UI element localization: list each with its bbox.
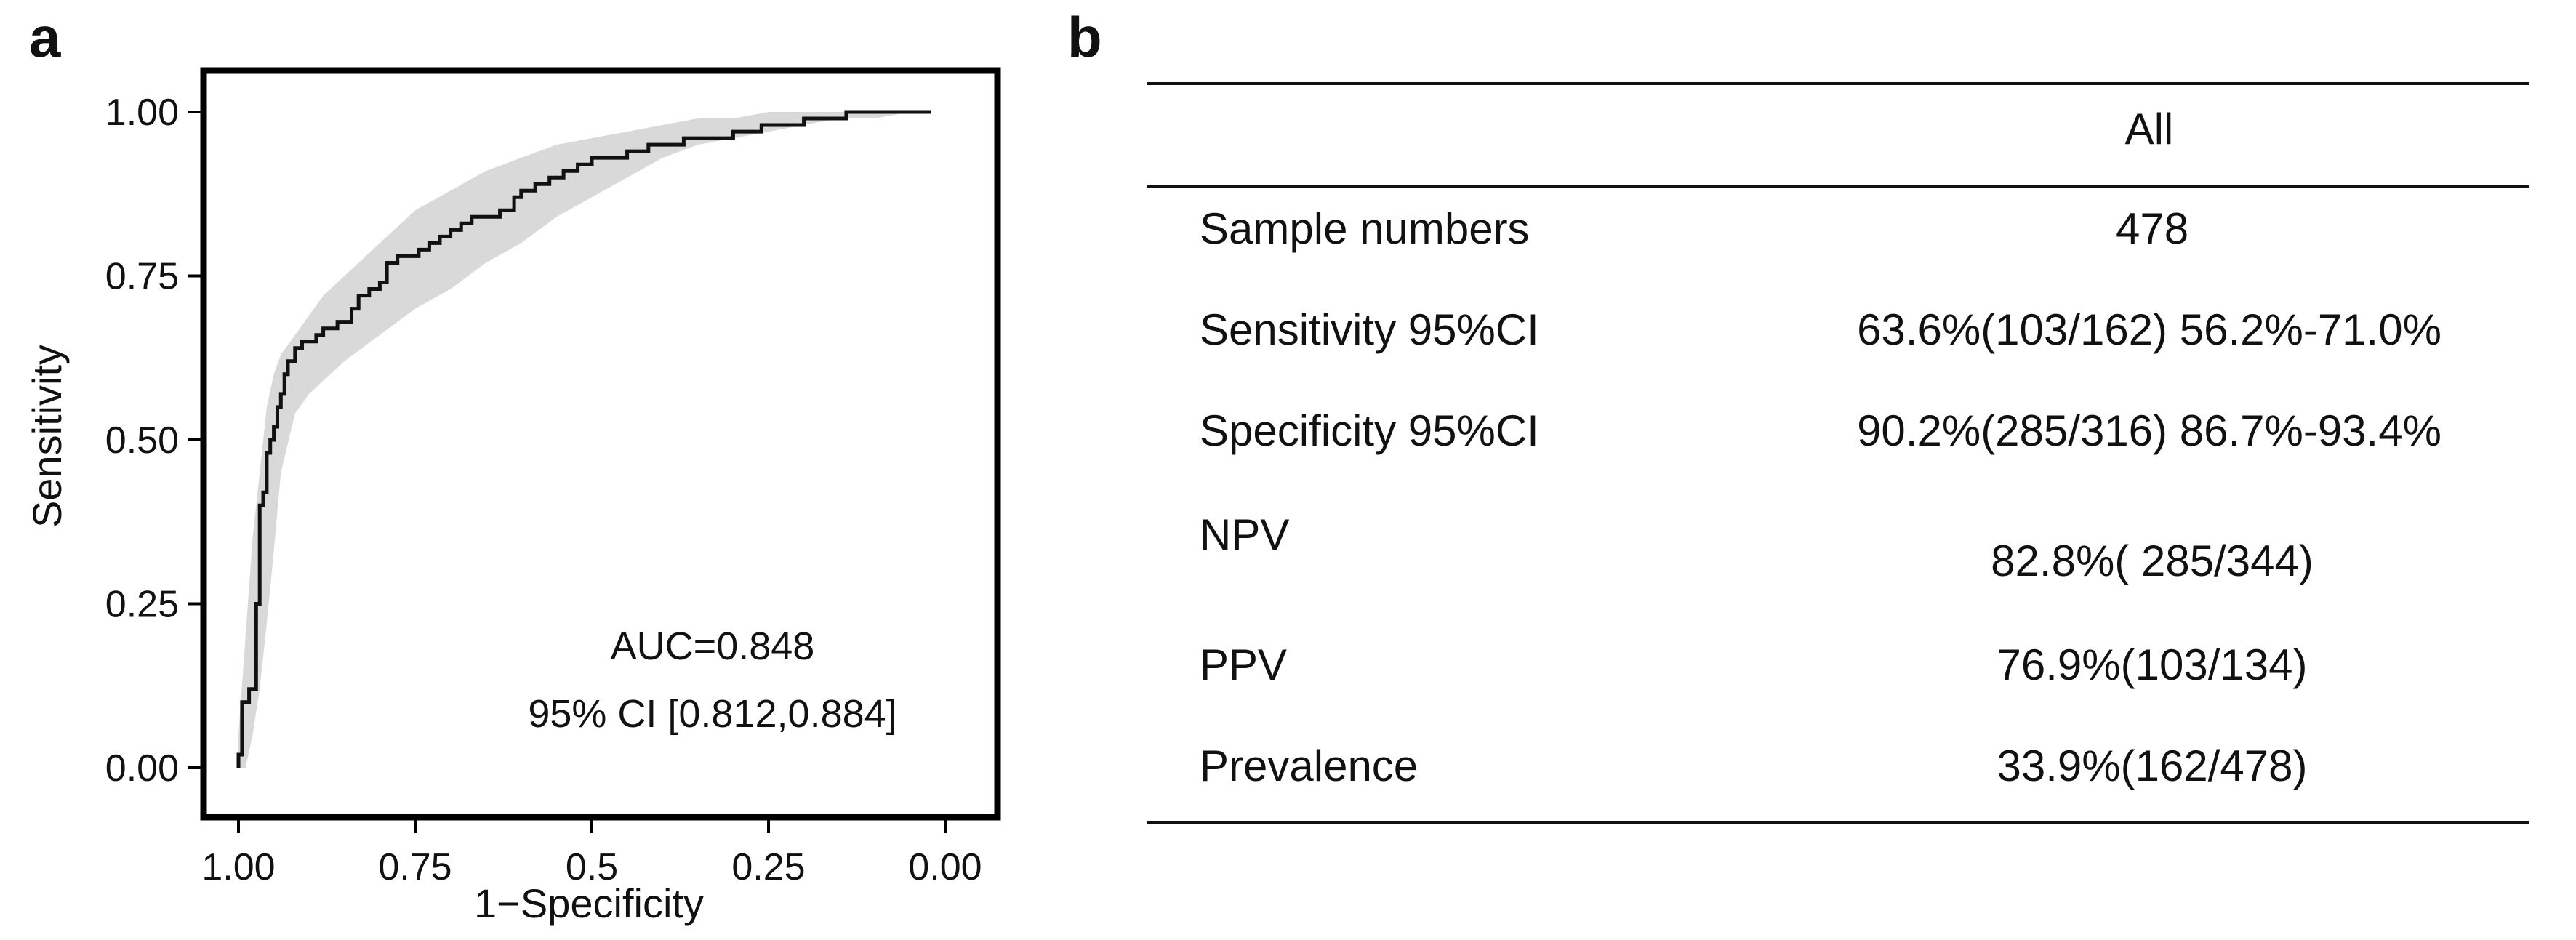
x-tick-label: 0.5 <box>566 846 618 888</box>
roc-chart: 1.00 0.75 0.5 0.25 0.00 0.00 0.25 0.50 0.75 1.00… <box>24 67 1001 926</box>
row-label-sample-numbers: Sample numbers <box>1200 204 1530 253</box>
y-tick-label: 0.75 <box>105 256 179 298</box>
row-label-npv: NPV <box>1200 510 1290 559</box>
table-header-rule <box>1147 185 2529 188</box>
panel-a-label: a <box>29 5 61 69</box>
y-tick-label: 0.50 <box>105 419 179 462</box>
y-axis-label: Sensitivity <box>24 345 70 528</box>
x-axis-label: 1−Specificity <box>474 880 704 926</box>
ci-band <box>238 112 931 768</box>
table-top-rule <box>1147 82 2529 85</box>
x-tick-label: 0.00 <box>908 846 982 888</box>
roc-curve <box>236 110 931 768</box>
panel-b-label: b <box>1067 5 1102 69</box>
row-label-ppv: PPV <box>1200 640 1288 689</box>
auc-annotation: AUC=0.848 <box>611 624 815 668</box>
y-tick-label: 0.25 <box>105 584 179 626</box>
x-tick-label: 0.75 <box>378 846 452 888</box>
plot-frame <box>200 67 1001 821</box>
table-bottom-rule <box>1147 821 2529 824</box>
row-label-sensitivity: Sensitivity 95%CI <box>1200 305 1539 354</box>
x-tick-label: 1.00 <box>201 846 275 888</box>
row-label-prevalence: Prevalence <box>1200 742 1419 790</box>
ci-annotation: 95% CI [0.812,0.884] <box>528 692 896 736</box>
row-label-specificity: Specificity 95%CI <box>1200 406 1539 455</box>
x-tick-label: 0.25 <box>731 846 805 888</box>
y-tick-label: 0.00 <box>105 747 179 790</box>
y-tick-label: 1.00 <box>105 92 179 134</box>
